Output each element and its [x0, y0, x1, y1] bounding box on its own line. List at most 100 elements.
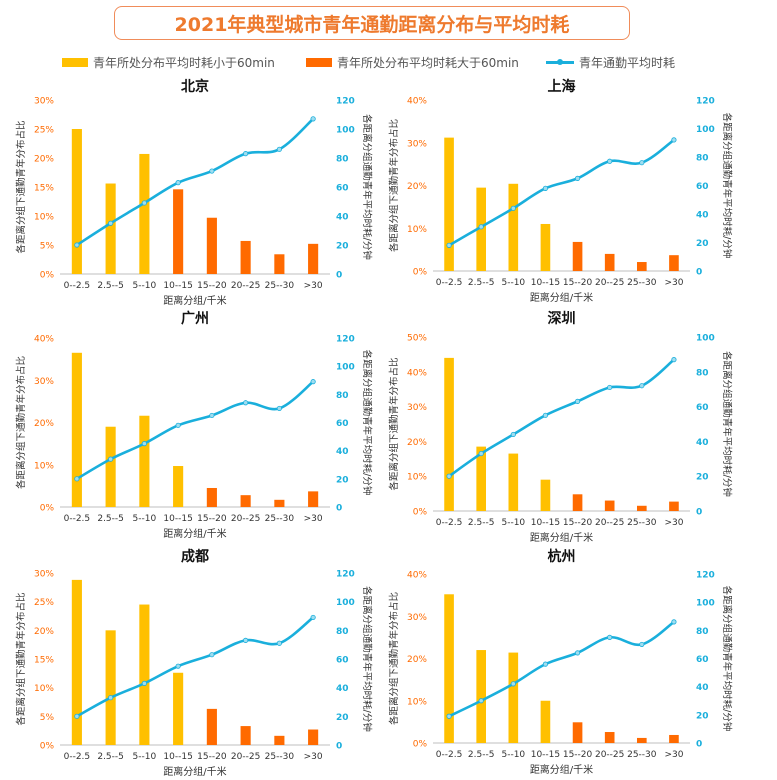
y-tick-label-left: 40% [407, 368, 427, 378]
bar [636, 505, 647, 511]
bar [308, 491, 319, 507]
x-tick-label: 0--2.5 [64, 752, 91, 762]
y-axis-label-left: 各距离分组下通勤青年分布占比 [388, 357, 400, 490]
line-point [276, 640, 282, 646]
y-tick-label-right: 20 [696, 711, 709, 721]
y-axis-label-left: 各距离分组下通勤青年分布占比 [388, 592, 400, 725]
y-tick-label-left: 25% [34, 598, 54, 608]
x-tick-label: 20--25 [231, 514, 260, 524]
bar [206, 487, 217, 507]
series-line [75, 117, 315, 247]
chart-hangzhou: 杭州 0% 10% 20% 30% 40% 0 20 40 60 80 100 120 0--2.5 2.5… [388, 548, 733, 776]
y-tick-label-right: 80 [336, 627, 349, 637]
line-point [542, 185, 549, 191]
y-tick-label-right: 40 [696, 683, 709, 693]
bar [604, 732, 615, 743]
bar [540, 479, 551, 511]
chart-title: 杭州 [548, 548, 576, 565]
y-axis-label-left: 各距离分组下通勤青年分布占比 [15, 356, 27, 489]
line-point [141, 441, 147, 447]
x-tick-label: 0--2.5 [436, 750, 463, 760]
bar [540, 223, 551, 271]
x-tick-label: >30 [304, 752, 323, 762]
bar [669, 734, 679, 743]
line-point [607, 158, 613, 164]
x-tick-label: >30 [664, 750, 683, 760]
line-point [478, 698, 484, 704]
y-tick-label-left: 10% [407, 473, 427, 483]
line-point [141, 680, 147, 686]
y-tick-label-left: 0% [40, 504, 55, 514]
y-tick-label-right: 20 [696, 239, 709, 249]
bar [508, 453, 519, 511]
x-tick-label: 2.5--5 [97, 752, 124, 762]
y-tick-label-left: 10% [407, 225, 427, 235]
bar [274, 735, 285, 745]
line-point [446, 713, 452, 719]
y-tick-label-right: 60 [336, 419, 349, 429]
x-tick-label: >30 [664, 278, 683, 288]
line-point [141, 200, 147, 206]
x-tick-label: 2.5--5 [468, 518, 495, 528]
x-tick-label: 10--15 [163, 752, 192, 762]
y-tick-label-right: 40 [336, 213, 349, 223]
x-tick-label: 5--10 [133, 514, 157, 524]
y-tick-label-right: 80 [336, 155, 349, 165]
bar [105, 426, 116, 507]
series-line [75, 380, 315, 481]
y-tick-label-left: 40% [34, 335, 54, 345]
bar [274, 254, 285, 274]
bar [508, 183, 519, 271]
page-title: 2021年典型城市青年通勤距离分布与平均时耗 [114, 6, 630, 40]
legend-swatch-over60 [306, 57, 332, 67]
y-tick-label-left: 30% [34, 570, 54, 580]
y-tick-label-right: 20 [336, 475, 349, 485]
y-tick-label-right: 0 [336, 742, 342, 752]
y-tick-label-right: 60 [336, 184, 349, 194]
bar [308, 243, 319, 274]
x-tick-label: 2.5--5 [97, 281, 124, 291]
x-axis-label: 距离分组/千米 [530, 531, 593, 544]
y-tick-label-right: 60 [696, 655, 709, 665]
x-axis-label: 距离分组/千米 [163, 765, 226, 778]
y-tick-label-left: 10% [34, 684, 54, 694]
line-point [108, 456, 114, 462]
line-point [209, 412, 215, 419]
line-point [574, 175, 581, 181]
bar [206, 217, 217, 274]
line-point [574, 398, 581, 404]
bar [572, 494, 583, 511]
x-tick-label: 15--20 [197, 281, 227, 291]
y-tick-label-right: 20 [336, 713, 349, 723]
y-tick-label-right: 40 [336, 684, 349, 694]
bar [308, 729, 319, 745]
y-tick-label-left: 20% [407, 438, 427, 448]
line-point [607, 634, 613, 640]
y-tick-label-left: 20% [407, 182, 427, 192]
line-point [209, 652, 215, 658]
x-tick-label: 15--20 [563, 518, 593, 528]
x-tick-label: 5--10 [133, 752, 157, 762]
legend-item-under60: 青年所处分布平均时耗小于60min [62, 52, 275, 72]
x-tick-label: 25--30 [265, 752, 295, 762]
y-tick-label-left: 0% [413, 268, 428, 278]
x-tick-label: 10--15 [163, 514, 192, 524]
y-tick-label-right: 40 [696, 438, 709, 448]
series-line [447, 358, 676, 478]
chart-title: 深圳 [548, 310, 576, 327]
x-tick-label: 0--2.5 [64, 514, 91, 524]
y-axis-label-left: 各距离分组下通勤青年分布占比 [15, 592, 27, 725]
x-tick-label: 10--15 [531, 750, 560, 760]
bar [71, 579, 82, 745]
line-point [310, 614, 316, 621]
x-axis-label: 距离分组/千米 [530, 763, 593, 776]
line-point [542, 412, 549, 418]
x-tick-label: 20--25 [231, 752, 260, 762]
x-tick-label: 25--30 [627, 518, 657, 528]
line-point [310, 116, 316, 122]
line-point [175, 422, 181, 428]
x-tick-label: 20--25 [231, 281, 260, 291]
line-point [639, 160, 645, 166]
legend-line-marker [546, 57, 574, 67]
line-point [542, 661, 549, 667]
